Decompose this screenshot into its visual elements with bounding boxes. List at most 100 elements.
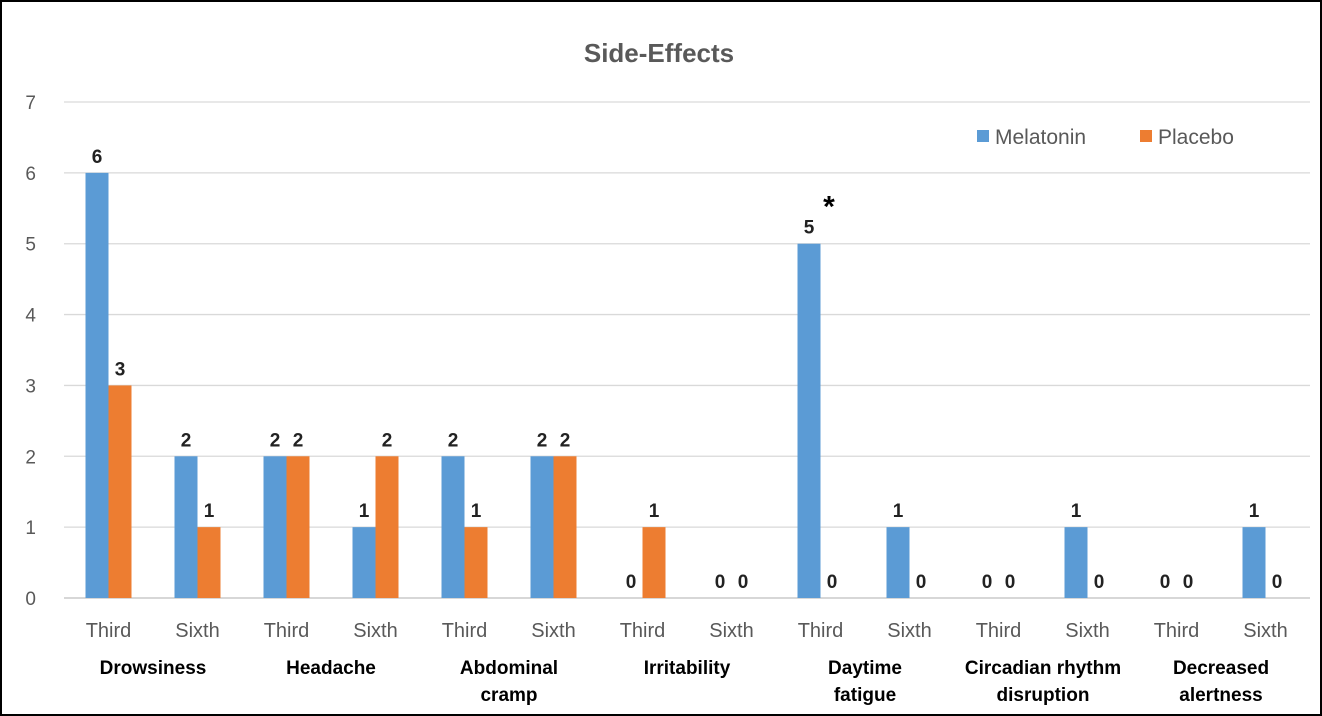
data-label: 0 — [1005, 572, 1016, 593]
bar-melatonin — [886, 527, 910, 598]
data-label: 0 — [827, 572, 838, 593]
group-label-line: Drowsiness — [100, 658, 207, 679]
y-axis-ticks: 0 1 2 3 4 5 6 7 — [25, 93, 36, 610]
legend-swatch — [1140, 130, 1152, 142]
y-tick-label: 0 — [25, 589, 36, 610]
legend-label: Melatonin — [995, 126, 1086, 149]
group-label-line: Decreased — [1173, 658, 1269, 679]
group-label: Daytime fatigue — [828, 658, 902, 706]
group-label-line: Headache — [286, 658, 376, 679]
y-tick-label: 7 — [25, 93, 36, 114]
bar-melatonin — [263, 456, 287, 598]
x-tick-label: Third — [264, 620, 310, 642]
data-label: 1 — [359, 501, 370, 522]
y-tick-label: 2 — [25, 447, 36, 468]
x-tick-label: Sixth — [1243, 620, 1287, 642]
y-tick-label: 6 — [25, 164, 36, 185]
group-label: Irritability — [644, 658, 731, 679]
x-tick-label: Sixth — [1065, 620, 1109, 642]
x-tick-label: Third — [620, 620, 666, 642]
gridlines — [64, 101, 1310, 599]
data-label: 5 — [804, 218, 815, 239]
data-label: 3 — [115, 359, 126, 380]
group-label-line: Daytime — [828, 658, 902, 679]
data-label: 1 — [471, 501, 482, 522]
data-label: 1 — [1249, 501, 1260, 522]
data-label: 2 — [181, 430, 192, 451]
y-tick-label: 1 — [25, 518, 36, 539]
data-label: 0 — [982, 572, 993, 593]
group-label: Abdominal cramp — [460, 658, 558, 706]
group-label-line: alertness — [1179, 685, 1262, 706]
data-label: 0 — [1160, 572, 1171, 593]
bar-melatonin — [797, 243, 821, 598]
data-label: 0 — [738, 572, 749, 593]
legend-label: Placebo — [1158, 126, 1234, 149]
data-label: 2 — [382, 430, 393, 451]
asterisk-annotation: * — [823, 191, 835, 224]
y-tick-label: 5 — [25, 235, 36, 256]
group-label: Decreased alertness — [1173, 658, 1269, 706]
x-axis-categories: Third Sixth Third Sixth Third Sixth Third Sixth… — [86, 620, 1288, 642]
data-label: 1 — [1071, 501, 1082, 522]
bars — [85, 172, 1266, 598]
group-label-line: Irritability — [644, 658, 731, 679]
group-label: Drowsiness — [100, 658, 207, 679]
data-label: 6 — [92, 147, 103, 168]
bar-melatonin — [1242, 527, 1266, 598]
legend-swatch — [977, 130, 989, 142]
annotations: * — [823, 191, 835, 224]
bar-placebo — [464, 527, 488, 598]
group-label-line: disruption — [997, 685, 1090, 706]
x-tick-label: Third — [798, 620, 844, 642]
data-label: 2 — [560, 430, 571, 451]
data-label: 0 — [1272, 572, 1283, 593]
bar-placebo — [553, 456, 577, 598]
data-label: 0 — [1183, 572, 1194, 593]
x-tick-label: Sixth — [175, 620, 219, 642]
x-tick-label: Third — [976, 620, 1022, 642]
x-tick-label: Sixth — [531, 620, 575, 642]
group-label: Headache — [286, 658, 376, 679]
data-label: 1 — [893, 501, 904, 522]
bar-placebo — [375, 456, 399, 598]
group-label-line: cramp — [480, 685, 537, 706]
y-tick-label: 3 — [25, 376, 36, 397]
bar-melatonin — [85, 172, 109, 598]
x-tick-label: Third — [442, 620, 488, 642]
bar-placebo — [642, 527, 666, 598]
group-label-line: fatigue — [834, 685, 896, 706]
bar-melatonin — [1064, 527, 1088, 598]
x-tick-label: Sixth — [709, 620, 753, 642]
x-axis-groups: Drowsiness Headache Abdominal cramp Irritabi… — [100, 658, 1269, 706]
data-label: 2 — [270, 430, 281, 451]
data-label: 0 — [1094, 572, 1105, 593]
data-label: 2 — [293, 430, 304, 451]
group-label: Circadian rhythm disruption — [965, 658, 1121, 706]
data-label: 1 — [204, 501, 215, 522]
bar-placebo — [286, 456, 310, 598]
x-tick-label: Third — [86, 620, 132, 642]
bar-melatonin — [441, 456, 465, 598]
data-label: 0 — [715, 572, 726, 593]
x-tick-label: Sixth — [353, 620, 397, 642]
group-label-line: Circadian rhythm — [965, 658, 1121, 679]
x-tick-label: Sixth — [887, 620, 931, 642]
data-label: 1 — [649, 501, 660, 522]
x-tick-label: Third — [1154, 620, 1200, 642]
bar-melatonin — [530, 456, 554, 598]
y-tick-label: 4 — [25, 306, 36, 327]
data-label: 2 — [537, 430, 548, 451]
group-label-line: Abdominal — [460, 658, 558, 679]
legend: Melatonin Placebo — [977, 126, 1234, 149]
bar-placebo — [108, 385, 132, 598]
data-label: 0 — [916, 572, 927, 593]
data-label: 2 — [448, 430, 459, 451]
chart-title: Side-Effects — [584, 38, 734, 68]
data-label: 0 — [626, 572, 637, 593]
bar-melatonin — [174, 456, 198, 598]
bar-melatonin — [352, 527, 376, 598]
